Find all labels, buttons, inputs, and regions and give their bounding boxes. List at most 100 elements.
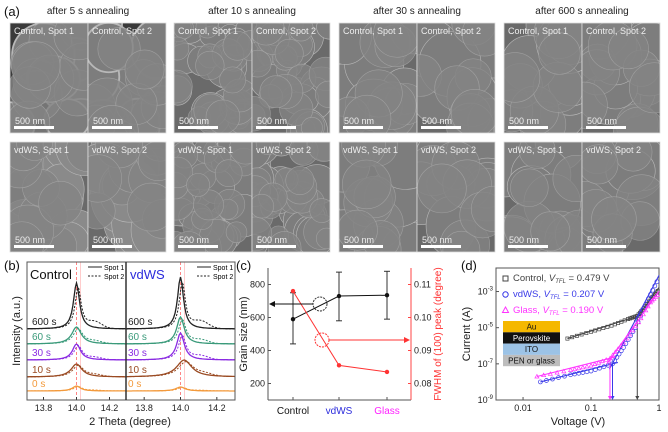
grain [252,96,271,132]
legend-marker [501,305,510,313]
grain [306,142,330,162]
category-label: Control [277,406,309,417]
grain [252,193,275,219]
scale-bar [178,126,218,129]
legend-marker [502,291,509,298]
y2-axis-label: FWHM of (100) peak (degree) [433,267,444,400]
grain [343,94,392,133]
grain [628,62,660,114]
grain [510,168,549,207]
grain [214,159,243,187]
scale-bar-label: 500 nm [509,116,539,126]
series-name: Control, [513,273,549,284]
grain [301,117,323,133]
y2-tick-label: 0.08 [414,379,432,389]
data-point [588,362,594,368]
vtfl-subscript: TFL [555,279,566,285]
subplot-title: Control [30,267,72,282]
grain-size-point [290,316,296,322]
device-layer-label: Au [527,323,537,332]
grain [341,159,392,210]
column-title: after 600 s annealing [535,6,628,17]
scale-bar [508,126,548,129]
grain [124,49,165,90]
spot-label: vdWS, Spot 2 [256,145,311,155]
y-tick-label: 10-3 [478,287,494,297]
spot-label: Control, Spot 1 [178,26,238,36]
sem-image [417,142,495,252]
series-spot2 [126,319,235,345]
scale-bar [586,126,626,129]
x-tick-label: 13.8 [135,403,153,413]
series-label: 600 s [128,317,152,328]
spot-label: Control, Spot 1 [343,26,403,36]
scale-bar [14,245,54,248]
legend-entry: vdWS, VTFL = 0.207 V [513,289,605,301]
grain [195,23,220,39]
spot-label: Control, Spot 1 [508,26,568,36]
scale-bar [586,245,626,248]
data-point [592,361,598,367]
grain [538,32,581,75]
scale-bar [421,126,461,129]
grain [38,181,83,226]
legend-spot2: Spot 2 [104,274,124,281]
legend-spot1: Spot 1 [213,265,233,272]
panel-label-c: (c) [236,258,251,273]
data-point [643,307,649,313]
y-tick-label: 200 [250,379,265,389]
scale-bar-label: 500 nm [509,235,539,245]
vtfl-symbol: V [544,289,552,300]
y-tick-label: 10-5 [478,323,494,333]
scale-bar-label: 500 nm [179,235,209,245]
sem-image [417,23,495,133]
grain [225,221,248,243]
grain [11,41,61,91]
grain [255,142,280,156]
data-point [612,349,618,354]
grain [288,23,314,42]
legend-entry: Control, VTFL = 0.479 V [513,273,610,285]
sem-image [582,142,660,252]
tick-base: 10 [478,359,488,369]
ohmic-fit-line [540,361,619,383]
x-axis-label: Voltage (V) [551,416,605,428]
tick-exp: -7 [488,359,494,365]
sem-image [252,142,330,252]
grain-size-line [292,294,388,320]
data-point [580,364,586,370]
grain [339,209,378,251]
y-tick-label: 600 [250,313,265,323]
series-spot1 [26,385,127,392]
x-tick-label: 14.0 [172,403,190,413]
series-spot2 [27,286,127,330]
y-tick-label: 10-7 [478,359,494,369]
scale-bar-label: 500 nm [422,116,452,126]
grain [582,144,619,185]
grain [552,155,582,202]
sem-image [10,142,88,252]
sem-image [174,23,252,133]
y-axis-label: Grain size (nm) [238,296,250,371]
y2-tick-label: 0.09 [414,346,432,356]
scale-bar [343,126,383,129]
scale-bar [92,126,132,129]
sem-frame [416,141,496,253]
series-name: vdWS, [513,289,544,300]
scale-bar-label: 500 nm [15,235,45,245]
grain [259,75,293,109]
sem-frame [581,141,661,253]
scale-bar [92,245,132,248]
series-label: 60 s [32,332,51,343]
grain [582,81,608,130]
ohmic-fit-line [567,313,643,340]
grain-size-point [384,293,390,298]
column-title: after 5 s annealing [47,6,129,17]
vtfl-value: = 0.479 V [566,273,610,284]
legend-spot1: Spot 1 [104,265,124,272]
grain [316,23,330,40]
sem-image [252,23,330,133]
data-point [554,369,560,375]
grain [138,142,166,182]
